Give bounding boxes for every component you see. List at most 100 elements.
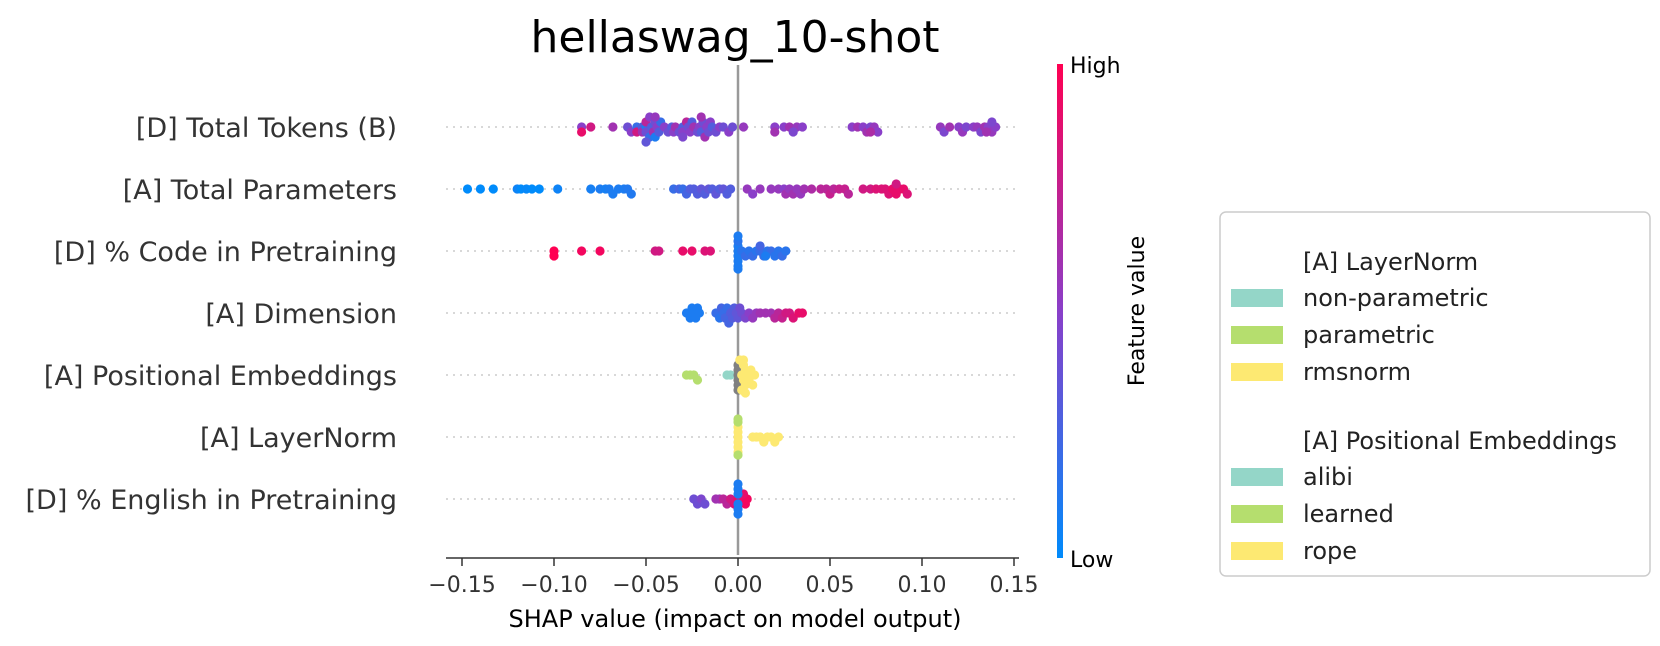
shap-dot xyxy=(797,122,808,132)
shap-dot xyxy=(733,479,743,489)
legend: [A] LayerNorm non-parametric parametric rms… xyxy=(1219,211,1651,577)
shap-dot xyxy=(626,189,636,199)
shap-dot xyxy=(608,122,618,132)
legend-swatch xyxy=(1231,505,1283,523)
shap-dot xyxy=(748,380,758,390)
feature-label: [A] Total Parameters xyxy=(123,175,397,206)
shap-dot xyxy=(945,122,955,132)
shap-dot xyxy=(761,251,771,261)
legend-swatch xyxy=(1231,468,1283,486)
shap-dot xyxy=(773,432,784,442)
shap-dot xyxy=(987,117,997,127)
shap-dot xyxy=(595,246,605,256)
shap-dots xyxy=(462,112,1001,519)
x-axis-label: SHAP value (impact on model output) xyxy=(509,605,962,633)
chart-title: hellaswag_10-shot xyxy=(530,12,939,63)
shap-dot xyxy=(865,127,876,137)
shap-dot xyxy=(534,184,544,194)
x-tick-label: −0.15 xyxy=(428,573,495,598)
legend-item-label: rmsnorm xyxy=(1303,358,1411,386)
shap-dot xyxy=(705,246,716,256)
legend-group-title: [A] LayerNorm xyxy=(1303,248,1478,276)
x-tick-label: −0.10 xyxy=(520,573,587,598)
shap-dot xyxy=(733,450,743,460)
legend-swatch xyxy=(1231,542,1283,560)
shap-dot xyxy=(650,112,660,122)
shap-dot xyxy=(799,184,809,194)
shap-dot xyxy=(873,127,883,137)
shap-dot xyxy=(678,246,688,256)
legend-item-label: parametric xyxy=(1303,321,1435,349)
shap-dot xyxy=(700,499,710,509)
shap-dot xyxy=(726,370,736,380)
shap-dot xyxy=(748,189,758,199)
x-ticks: −0.15 −0.10 −0.05 0.00 0.05 0.10 0.15 xyxy=(428,558,1038,598)
legend-item-label: learned xyxy=(1303,500,1394,528)
shap-dot xyxy=(462,184,473,194)
shap-dot xyxy=(738,122,749,132)
x-tick-label: 0.15 xyxy=(990,573,1039,598)
shap-dot xyxy=(738,355,749,365)
shap-dot xyxy=(727,122,738,132)
shap-dot xyxy=(770,127,780,137)
feature-label: [D] Total Tokens (B) xyxy=(136,113,397,144)
x-tick-label: 0.05 xyxy=(806,573,855,598)
shap-dot xyxy=(692,375,703,385)
shap-dot xyxy=(858,184,868,194)
colorbar-gradient xyxy=(1057,64,1063,558)
legend-group-title: [A] Positional Embeddings xyxy=(1303,427,1617,455)
shap-dot xyxy=(981,127,992,137)
shap-dot xyxy=(733,414,743,424)
shap-dot xyxy=(654,246,664,256)
shap-dot xyxy=(750,370,760,380)
shap-dot xyxy=(687,246,697,256)
legend-frame xyxy=(1219,211,1651,577)
shap-dot xyxy=(902,189,912,199)
x-tick-label: 0.00 xyxy=(714,573,763,598)
shap-dot xyxy=(740,388,751,398)
shap-dot xyxy=(577,246,587,256)
shap-dot xyxy=(733,264,743,274)
shap-dot xyxy=(781,246,791,256)
shap-dot xyxy=(797,308,808,318)
shap-dot xyxy=(553,184,563,194)
legend-swatch xyxy=(1231,289,1283,307)
feature-label: [A] Dimension xyxy=(205,299,397,330)
shap-dot xyxy=(961,122,971,132)
shap-dot xyxy=(788,127,798,137)
shap-dot xyxy=(678,132,688,142)
shap-dot xyxy=(755,241,765,251)
shap-dot xyxy=(807,184,817,194)
shap-dot xyxy=(755,184,765,194)
feature-label: [D] % English in Pretraining xyxy=(26,485,397,516)
shap-dot xyxy=(733,509,743,519)
legend-item-label: non-parametric xyxy=(1303,284,1489,312)
feature-label: [D] % Code in Pretraining xyxy=(54,237,397,268)
legend-item-label: rope xyxy=(1303,537,1357,565)
x-axis: −0.15 −0.10 −0.05 0.00 0.05 0.10 0.15 xyxy=(428,557,1038,598)
shap-dot xyxy=(527,184,537,194)
colorbar-title: Feature value xyxy=(1125,236,1150,386)
feature-label: [A] LayerNorm xyxy=(200,423,397,454)
colorbar-high-label: High xyxy=(1070,54,1121,79)
shap-dot xyxy=(577,127,587,137)
shap-dot xyxy=(475,184,485,194)
legend-item-label: alibi xyxy=(1303,463,1353,491)
x-tick-label: −0.05 xyxy=(612,573,679,598)
row-guides xyxy=(446,126,1019,500)
shap-dot xyxy=(488,184,498,194)
shap-dot xyxy=(766,184,776,194)
shap-dot xyxy=(586,184,596,194)
shap-dot xyxy=(641,137,651,147)
colorbar-low-label: Low xyxy=(1070,548,1113,573)
shap-dot xyxy=(694,308,705,318)
shap-dot xyxy=(726,184,736,194)
feature-label: [A] Positional Embeddings xyxy=(44,361,397,392)
shap-dot xyxy=(733,231,743,241)
shap-dot xyxy=(696,112,706,122)
colorbar: High Low Feature value xyxy=(1057,54,1150,573)
shap-dot xyxy=(549,251,559,261)
shap-dot xyxy=(843,189,854,199)
shap-dot xyxy=(586,122,596,132)
